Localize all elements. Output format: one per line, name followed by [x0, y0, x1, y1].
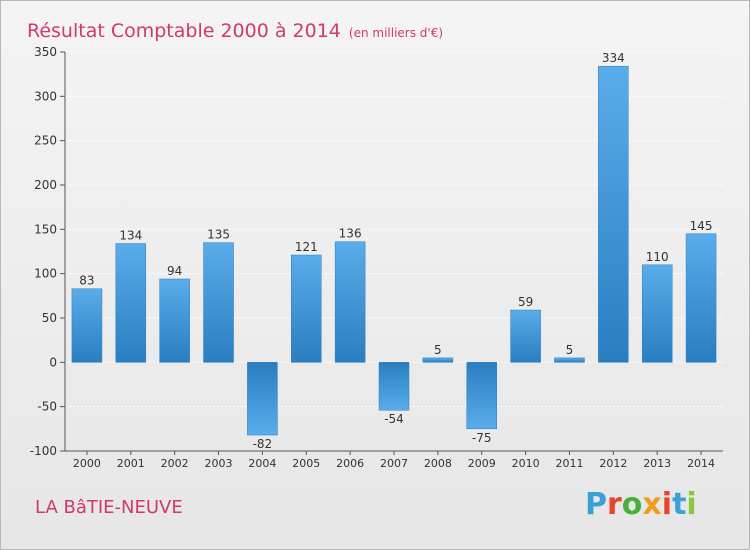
- data-label-2014: 145: [690, 219, 713, 233]
- x-tick-label-2008: 2008: [424, 457, 452, 470]
- bar-2009: [466, 362, 497, 430]
- chart-unit-note: (en milliers d'€): [348, 26, 444, 40]
- logo-letter: x: [642, 487, 662, 522]
- logo-letter: P: [585, 487, 607, 522]
- data-label-2003: 135: [207, 228, 230, 242]
- proxiti-logo[interactable]: Proxiti: [585, 487, 697, 522]
- x-tick-label-2006: 2006: [336, 457, 364, 470]
- logo-letter: r: [607, 487, 622, 522]
- y-tick-label: 100: [34, 267, 57, 281]
- data-label-2011: 5: [566, 343, 574, 357]
- bar-2006: [334, 241, 366, 363]
- x-tick-label-2011: 2011: [555, 457, 583, 470]
- data-label-2012: 334: [602, 51, 625, 65]
- bar-2014: [685, 233, 717, 363]
- bar-2002: [159, 278, 190, 363]
- y-tick-label: 0: [49, 355, 57, 369]
- data-label-2004: -82: [253, 437, 273, 451]
- y-tick-label: 350: [34, 45, 57, 59]
- x-tick-label-2014: 2014: [687, 457, 715, 470]
- bar-2004: [247, 362, 278, 436]
- x-tick-label-2010: 2010: [512, 457, 540, 470]
- x-tick-label-2002: 2002: [161, 457, 189, 470]
- x-tick-label-2005: 2005: [292, 457, 320, 470]
- bar-2010: [510, 309, 541, 363]
- data-label-2010: 59: [518, 295, 533, 309]
- chart-title-text: Résultat Comptable 2000 à 2014: [27, 20, 341, 42]
- x-tick-label-2001: 2001: [117, 457, 145, 470]
- logo-letter: i: [661, 487, 673, 522]
- bar-2007: [378, 362, 410, 411]
- y-tick-label: 150: [34, 222, 57, 236]
- x-tick-label-2009: 2009: [468, 457, 496, 470]
- bar-2003: [203, 242, 234, 363]
- bars: [71, 65, 717, 436]
- bar-2008: [422, 357, 454, 363]
- bar-2000: [71, 288, 103, 363]
- bar-2005: [291, 254, 322, 363]
- bar-2013: [641, 264, 673, 363]
- logo-letter: o: [621, 487, 643, 522]
- data-label-2013: 110: [646, 250, 669, 264]
- x-tick-label-2004: 2004: [248, 457, 276, 470]
- axes: -100 -50 0 50 100 150 200 250 300 350 2000 2001 2002…: [30, 45, 723, 470]
- y-tick-label: -50: [37, 400, 57, 414]
- commune-name: LA BâTIE-NEUVE: [35, 497, 183, 518]
- y-tick-label: 300: [34, 89, 57, 103]
- bar-2012: [598, 65, 629, 363]
- data-label-2005: 121: [295, 240, 318, 254]
- x-tick-label-2003: 2003: [205, 457, 233, 470]
- logo-letter: i: [686, 487, 697, 522]
- logo-letter: t: [672, 487, 687, 522]
- data-label-2009: -75: [472, 431, 492, 445]
- bar-2011: [554, 357, 585, 363]
- data-label-2007: -54: [384, 412, 404, 426]
- x-tick-label-2012: 2012: [599, 457, 627, 470]
- data-label-2000: 83: [79, 274, 94, 288]
- y-tick-label: 200: [34, 178, 57, 192]
- y-tick-label: -100: [30, 444, 57, 458]
- data-labels: 83 134 94 135 -82 121 136 -54 5 -75 59 5 334 110 145: [79, 51, 712, 451]
- x-tick-label-2000: 2000: [73, 457, 101, 470]
- y-tick-label: 250: [34, 134, 57, 148]
- data-label-2008: 5: [434, 343, 442, 357]
- y-tick-label: 50: [42, 311, 57, 325]
- data-label-2001: 134: [119, 229, 142, 243]
- data-label-2006: 136: [339, 227, 362, 241]
- chart-title: Résultat Comptable 2000 à 2014 (en millie…: [27, 7, 443, 45]
- data-label-2002: 94: [167, 264, 182, 278]
- x-tick-label-2007: 2007: [380, 457, 408, 470]
- bar-2001: [115, 243, 147, 363]
- x-tick-label-2013: 2013: [643, 457, 671, 470]
